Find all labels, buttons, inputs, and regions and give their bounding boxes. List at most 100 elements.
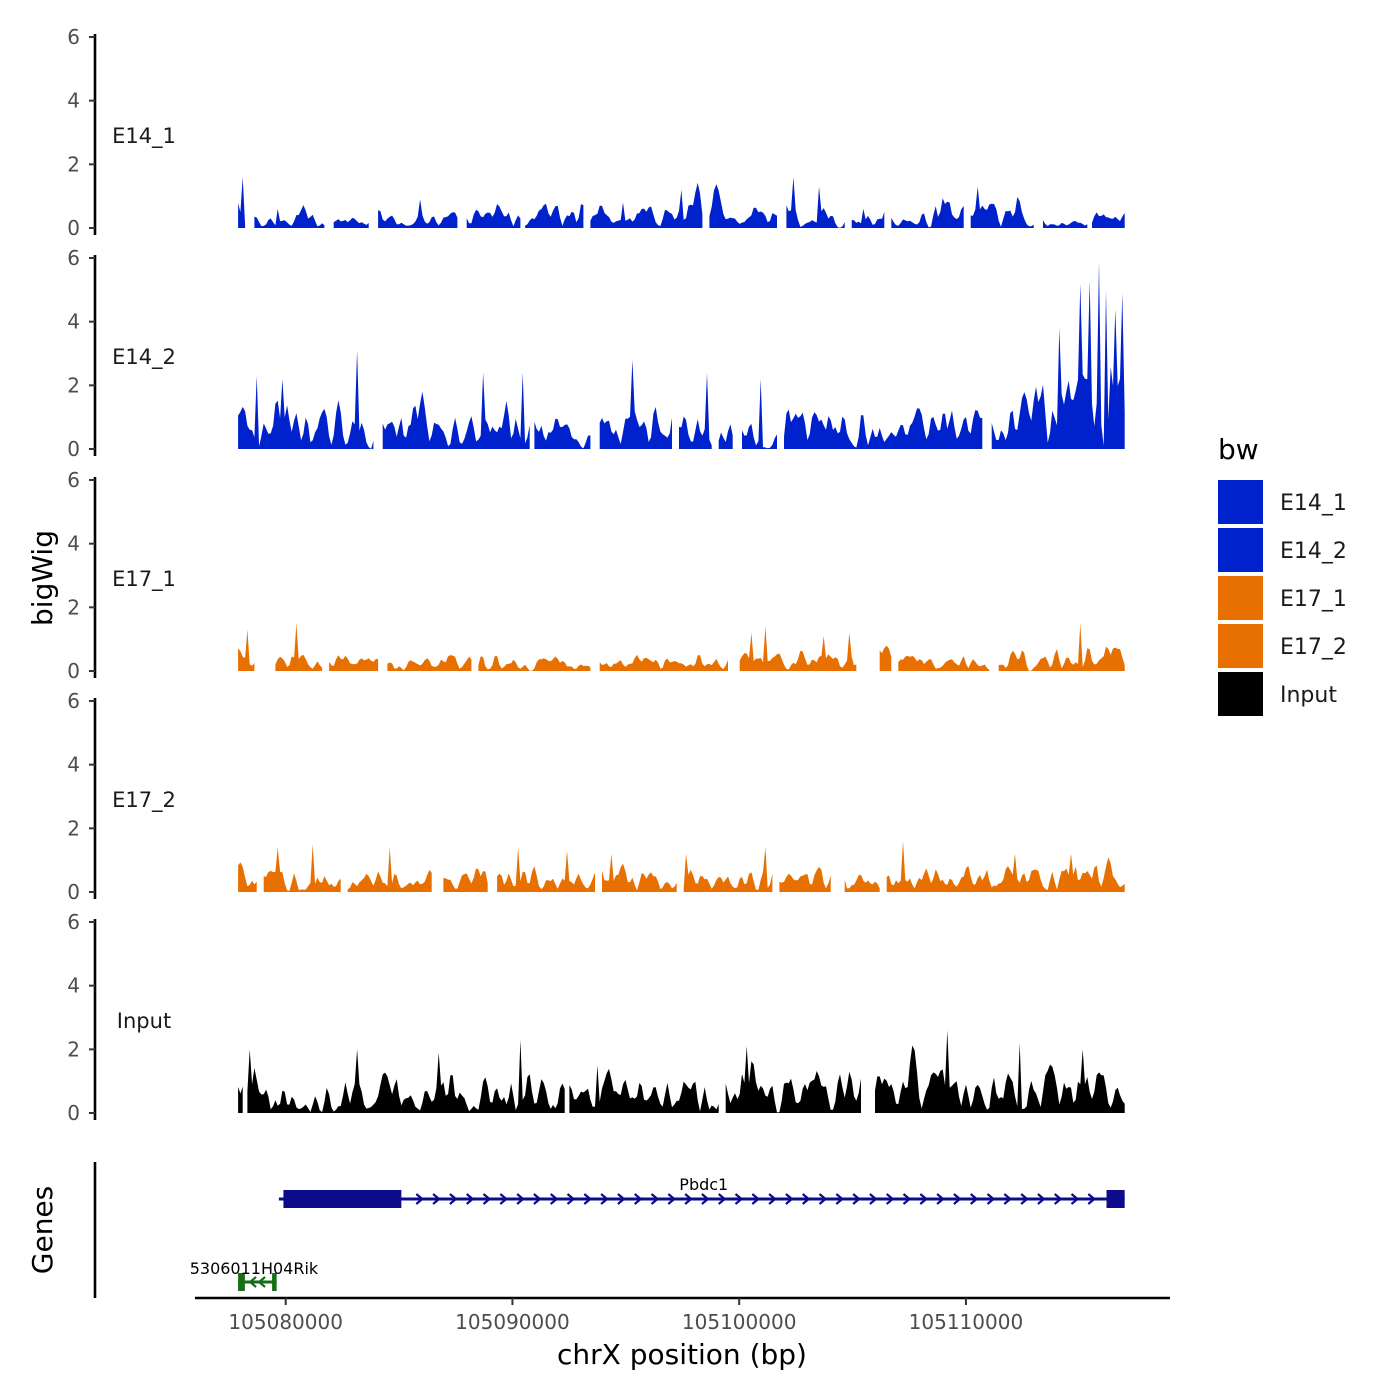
strand-arrow-icon [986, 1193, 996, 1205]
coverage-area-e17-2 [263, 844, 341, 892]
strand-arrow-icon [785, 1193, 794, 1205]
legend-label: E17_2 [1280, 635, 1347, 660]
gene-5306011h04rik: 5306011H04Rik [190, 1259, 319, 1291]
coverage-area-e14-2 [599, 359, 672, 449]
gene-pbdc1: Pbdc1 [278, 1175, 1125, 1208]
track-e14-1: 0 2 4 6 E14_1 [67, 25, 1125, 240]
coverage-area-e14-2 [784, 408, 983, 449]
strand-arrow-icon [801, 1193, 811, 1205]
strand-arrow-icon [717, 1193, 727, 1205]
coverage-area-e17-2 [497, 847, 595, 892]
y-tick-label: 0 [67, 437, 80, 461]
panel-label-e14-1: E14_1 [112, 124, 176, 149]
strand-arrow-icon [257, 1276, 266, 1288]
coverage-area-e14-1 [709, 184, 777, 228]
genes-axis-title: Genes [26, 1186, 59, 1274]
strand-arrow-icon [835, 1193, 845, 1205]
y-tick-label: 2 [67, 816, 80, 840]
track-e14-2: 0 2 4 6 E14_2 [67, 246, 1125, 461]
coverage-area-input [569, 1065, 719, 1113]
y-tick-label: 4 [67, 753, 80, 777]
legend-label: E14_2 [1280, 539, 1347, 564]
track-e17-1: 0 2 4 6 E17_1 [67, 468, 1125, 683]
coverage-area-e17-2 [844, 874, 880, 892]
coverage-tracks: 0 2 4 6 E14_1 0 2 4 6 E14_2 0 2 4 6 E17_1 0 2 4 6 E17_2 0 2 4 6… [67, 25, 1125, 1125]
coverage-area-e14-2 [238, 350, 374, 449]
strand-arrow-icon [617, 1193, 626, 1205]
x-axis-title: chrX position (bp) [557, 1338, 807, 1371]
track-input: 0 2 4 6 Input [67, 910, 1125, 1125]
strand-arrow-icon [734, 1193, 744, 1205]
coverage-area-input [247, 1039, 565, 1113]
coverage-area-e14-1 [254, 205, 325, 228]
legend: bw E14_1 E14_2 E17_1 E17_2 Input [1218, 433, 1347, 716]
x-tick-label: 105090000 [455, 1310, 570, 1334]
coverage-area-e17-1 [599, 654, 728, 671]
gene-exon [272, 1273, 277, 1291]
strand-arrow-icon [600, 1193, 609, 1205]
y-tick-label: 2 [67, 373, 80, 397]
y-tick-label: 6 [67, 910, 80, 934]
legend-label: E17_1 [1280, 587, 1347, 612]
strand-arrow-icon [701, 1193, 710, 1205]
coverage-area-e17-2 [683, 847, 773, 892]
coverage-area-e17-1 [739, 626, 857, 671]
strand-arrow-icon [583, 1193, 593, 1205]
panel-label-e14-2: E14_2 [112, 345, 176, 370]
coverage-area-e14-1 [851, 208, 885, 228]
strand-arrow-icon [499, 1193, 509, 1205]
gene-track: Pbdc1 5306011H04Rik [93, 1162, 1125, 1298]
coverage-area-e14-1 [238, 177, 246, 228]
x-axis: 105080000 105090000 105100000 105110000 [195, 1296, 1170, 1334]
coverage-area-e17-2 [779, 866, 831, 892]
coverage-area-input [875, 1030, 1125, 1113]
coverage-area-input [238, 1086, 243, 1113]
coverage-area-e14-1 [466, 204, 521, 228]
coverage-area-input [725, 1046, 861, 1113]
coverage-area-e17-1 [275, 623, 323, 671]
legend-title: bw [1218, 433, 1259, 466]
strand-arrow-icon [953, 1193, 962, 1205]
coverage-area-e17-1 [387, 655, 472, 671]
strand-arrow-icon [852, 1193, 861, 1205]
gene-label: 5306011H04Rik [190, 1259, 319, 1278]
coverage-area-e14-2 [991, 261, 1125, 449]
coverage-area-e14-1 [786, 177, 845, 228]
coverage-area-e17-1 [998, 623, 1125, 671]
x-tick-label: 105110000 [909, 1310, 1024, 1334]
y-tick-label: 4 [67, 310, 80, 334]
x-tick-label: 105100000 [682, 1310, 797, 1334]
gene-exon [1106, 1190, 1125, 1208]
strand-arrow-icon [533, 1193, 542, 1205]
y-tick-label: 2 [67, 152, 80, 176]
legend-label: Input [1280, 683, 1337, 708]
legend-swatch [1218, 576, 1263, 620]
strand-arrow-icon [650, 1193, 660, 1205]
coverage-area-e17-2 [886, 841, 1125, 892]
coverage-area-e14-1 [525, 203, 584, 228]
coverage-area-e14-2 [718, 424, 733, 449]
coverage-area-e17-1 [898, 655, 990, 671]
legend-label: E14_1 [1280, 491, 1347, 516]
y-tick-label: 6 [67, 468, 80, 492]
coverage-area-e17-2 [347, 847, 432, 892]
strand-arrow-icon [432, 1193, 441, 1205]
strand-arrow-icon [1037, 1193, 1046, 1205]
strand-arrow-icon [1087, 1193, 1097, 1205]
strand-arrow-icon [885, 1193, 895, 1205]
coverage-area-e14-1 [378, 199, 458, 228]
coverage-area-e17-2 [238, 862, 257, 892]
y-tick-label: 6 [67, 689, 80, 713]
strand-arrow-icon [667, 1193, 677, 1205]
coverage-area-e14-1 [333, 217, 369, 228]
y-tick-label: 0 [67, 216, 80, 240]
coverage-area-e14-1 [970, 186, 1034, 228]
strand-arrow-icon [1003, 1193, 1013, 1205]
coverage-area-e14-1 [1043, 220, 1088, 228]
y-axis-title: bigWig [26, 530, 59, 626]
coverage-area-e14-2 [382, 372, 530, 449]
gene-label: Pbdc1 [679, 1175, 728, 1194]
strand-arrow-icon [549, 1193, 559, 1205]
strand-arrow-icon [1053, 1193, 1063, 1205]
